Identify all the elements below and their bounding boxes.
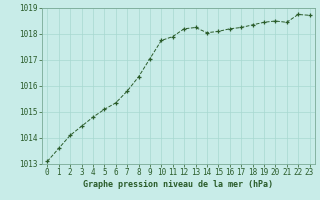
X-axis label: Graphe pression niveau de la mer (hPa): Graphe pression niveau de la mer (hPa) bbox=[84, 180, 273, 189]
